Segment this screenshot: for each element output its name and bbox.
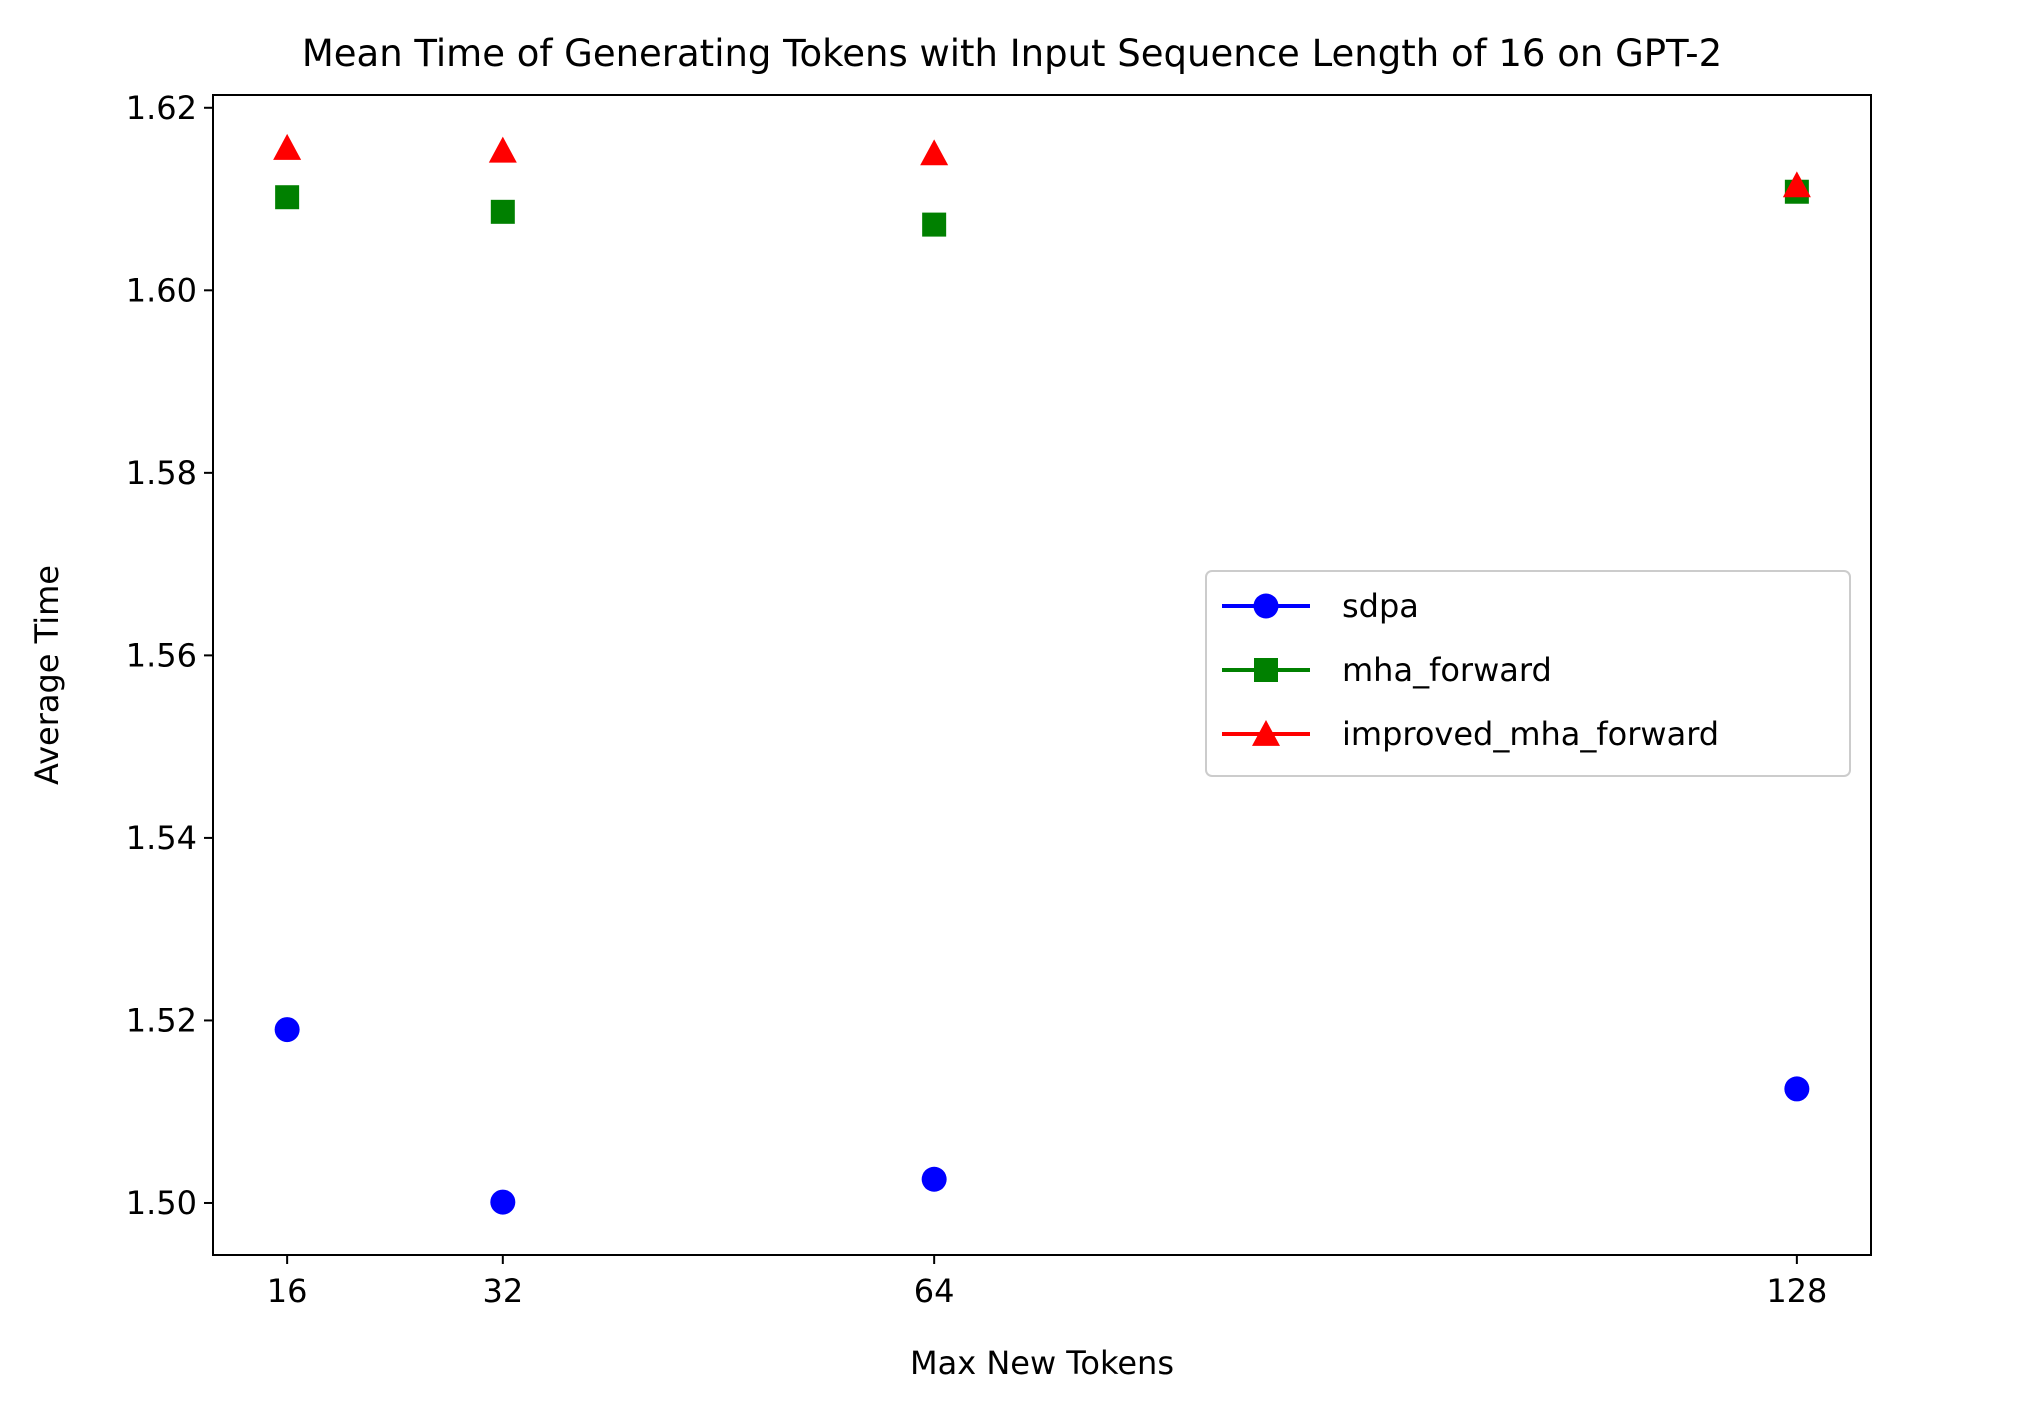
data-point-improved-mha-forward: [273, 133, 302, 160]
data-point-mha-forward: [275, 185, 300, 210]
legend-entry-sdpa: sdpa: [1222, 587, 1419, 625]
data-point-mha-forward: [922, 212, 947, 237]
series-improved-mha-forward: [273, 133, 1811, 198]
legend-marker: [1252, 720, 1280, 746]
legend-label: mha_forward: [1342, 651, 1552, 689]
legend-marker: [1253, 593, 1279, 619]
y-tick-label: 1.60: [126, 271, 197, 309]
y-tick-label: 1.56: [126, 636, 197, 674]
x-tick-label: 32: [482, 1272, 523, 1310]
data-point-improved-mha-forward: [488, 136, 517, 163]
legend-frame: [1205, 570, 1851, 777]
y-tick-label: 1.52: [126, 1001, 197, 1039]
plot-area-frame: [212, 94, 1872, 1256]
x-axis-label: Max New Tokens: [910, 1344, 1174, 1382]
data-point-mha-forward: [490, 199, 515, 224]
y-tick-label: 1.58: [126, 454, 197, 492]
legend-entry-improved-mha-forward: improved_mha_forward: [1222, 715, 1719, 753]
x-tick-label: 128: [1766, 1272, 1827, 1310]
legend-entry-mha-forward: mha_forward: [1222, 651, 1552, 689]
data-series: [273, 133, 1811, 1215]
data-point-sdpa: [921, 1166, 947, 1192]
series-mha-forward: [275, 179, 1809, 237]
data-point-improved-mha-forward: [1782, 171, 1811, 198]
x-tick-label: 16: [267, 1272, 308, 1310]
y-axis-label: Average Time: [28, 565, 66, 785]
y-tick-label: 1.54: [126, 819, 197, 857]
legend-label: improved_mha_forward: [1342, 715, 1719, 753]
data-point-sdpa: [274, 1017, 300, 1043]
data-point-sdpa: [490, 1189, 516, 1215]
series-sdpa: [274, 1017, 1810, 1215]
y-tick-label: 1.50: [126, 1184, 197, 1222]
x-tick-label: 64: [914, 1272, 955, 1310]
y-axis: 1.50 1.52 1.54 1.56 1.58 1.60 1.62: [126, 89, 213, 1222]
legend: sdpa mha_forward improved_mha_forward: [1205, 570, 1851, 777]
legend-marker: [1254, 658, 1278, 682]
chart-title: Mean Time of Generating Tokens with Inpu…: [302, 32, 1722, 75]
x-axis: 16 32 64 128: [267, 1255, 1827, 1310]
y-tick-label: 1.62: [126, 89, 197, 127]
data-point-improved-mha-forward: [920, 139, 949, 166]
legend-label: sdpa: [1342, 587, 1419, 625]
data-point-sdpa: [1784, 1076, 1810, 1102]
